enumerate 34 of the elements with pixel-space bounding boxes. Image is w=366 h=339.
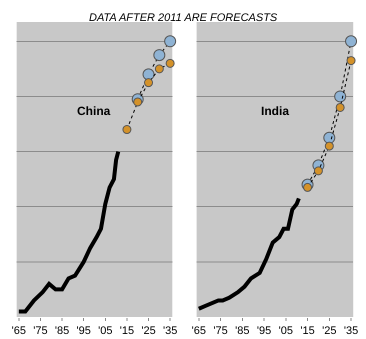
text: China: [77, 104, 111, 118]
x-tick-label: '25: [322, 325, 336, 338]
point: [346, 56, 356, 66]
x-tick-label: '75: [213, 325, 228, 338]
point: [345, 35, 358, 48]
x-tick-label: '65: [12, 325, 26, 338]
x-tick-label: '95: [256, 325, 272, 338]
text: DATA AFTER 2011 ARE FORECASTS: [89, 12, 278, 24]
point: [144, 78, 154, 88]
point: [324, 142, 334, 151]
x-tick-label: '15: [300, 325, 315, 338]
point: [133, 97, 142, 106]
x-tick-label: '85: [235, 325, 250, 338]
point: [314, 166, 323, 176]
point: [122, 125, 132, 134]
point: [336, 102, 345, 112]
x-tick-label: '35: [344, 325, 358, 338]
x-tick-label: '95: [76, 325, 91, 338]
x-tick-label: '25: [141, 325, 156, 338]
x-tick-label: '65: [192, 325, 206, 338]
x-tick-label: '35: [162, 325, 178, 338]
point: [166, 58, 175, 68]
x-tick-label: '15: [120, 325, 134, 338]
point: [154, 64, 164, 74]
text: India: [261, 104, 290, 118]
point: [153, 49, 166, 62]
point: [164, 35, 176, 48]
point: [303, 182, 312, 192]
x-tick-label: '75: [33, 325, 48, 338]
x-tick-label: '85: [54, 325, 70, 338]
x-tick-label: '05: [278, 325, 293, 338]
point: [334, 90, 346, 102]
x-tick-label: '05: [98, 325, 112, 338]
point: [142, 68, 155, 80]
